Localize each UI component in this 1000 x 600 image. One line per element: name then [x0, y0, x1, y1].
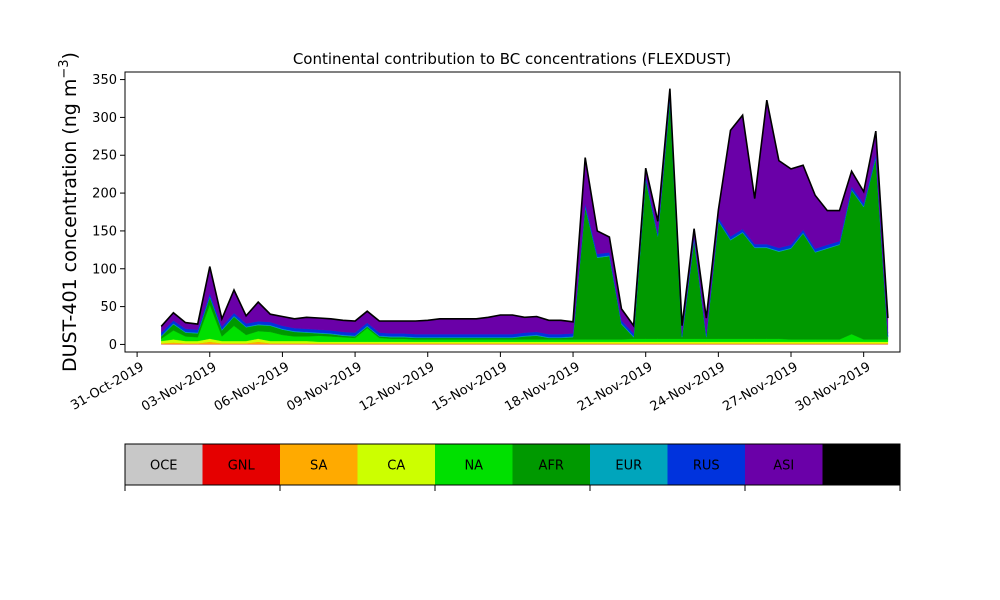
legend-label-ca: CA: [387, 459, 405, 474]
y-tick-label-350: 350: [92, 73, 117, 88]
x-tick-label-3: 09-Nov-2019: [284, 360, 364, 415]
y-axis: 0 50 100 150 200 250 300 350: [92, 73, 125, 353]
legend-label-eur: EUR: [615, 459, 642, 474]
y-tick-label-250: 250: [92, 149, 117, 164]
y-axis-label: DUST-401 concentration (ng m−3): [57, 52, 81, 372]
x-tick-label-9: 27-Nov-2019: [720, 360, 800, 415]
legend-label-rus: RUS: [693, 459, 720, 474]
x-tick-label-1: 03-Nov-2019: [139, 360, 219, 415]
legend-swatch-asi: [745, 444, 823, 485]
y-tick-label-50: 50: [100, 300, 117, 315]
x-tick-label-2: 06-Nov-2019: [212, 360, 292, 415]
legend-swatch-gnl: [202, 444, 281, 485]
legend-label-sa: SA: [310, 459, 327, 474]
legend-label-asi: ASI: [773, 459, 794, 474]
chart-title: Continental contribution to BC concentra…: [293, 50, 731, 68]
y-tick-label-200: 200: [92, 187, 117, 202]
legend-swatch-sa: [280, 444, 358, 485]
legend-label-aus: AUS: [848, 459, 875, 474]
x-tick-label-5: 15-Nov-2019: [430, 360, 510, 415]
legend-swatch-oce: [125, 444, 203, 485]
legend-frame: [124, 443, 901, 486]
plot-frame: [124, 71, 901, 353]
legend-swatch-na: [435, 444, 513, 485]
y-axis-label-main: DUST-401 concentration (ng m: [59, 79, 81, 372]
y-axis-label-unit-exponent: −3: [57, 59, 72, 78]
stacked-areas: [161, 88, 889, 345]
x-axis: 31-Oct-201903-Nov-201906-Nov-201909-Nov-…: [68, 352, 873, 415]
legend: OCE GNL SA CA NA AFR EUR RUS ASI AUS: [124, 443, 901, 491]
x-tick-label-10: 30-Nov-2019: [793, 360, 873, 415]
legend-label-gnl: GNL: [228, 459, 256, 474]
svg-text:DUST-401 concentration (ng m−3: DUST-401 concentration (ng m−3): [57, 52, 81, 372]
legend-swatch-ca: [357, 444, 436, 485]
legend-label-na: NA: [464, 459, 483, 474]
y-tick-label-100: 100: [92, 262, 117, 277]
x-tick-label-6: 18-Nov-2019: [502, 360, 582, 415]
x-tick-label-7: 21-Nov-2019: [575, 360, 655, 415]
legend-swatch-eur: [590, 444, 668, 485]
y-tick-label-300: 300: [92, 111, 117, 126]
legend-swatch-aus: [822, 444, 901, 485]
y-tick-label-0: 0: [109, 338, 117, 353]
y-tick-label-150: 150: [92, 224, 117, 239]
total-line: [160, 88, 889, 328]
legend-swatch-rus: [667, 444, 746, 485]
total-line-group: [160, 88, 889, 328]
x-tick-label-8: 24-Nov-2019: [648, 360, 728, 415]
y-axis-label-end: ): [59, 52, 81, 59]
legend-swatch-afr: [512, 444, 591, 485]
x-tick-label-4: 12-Nov-2019: [357, 360, 437, 415]
legend-label-oce: OCE: [150, 459, 178, 474]
legend-label-afr: AFR: [539, 459, 564, 474]
